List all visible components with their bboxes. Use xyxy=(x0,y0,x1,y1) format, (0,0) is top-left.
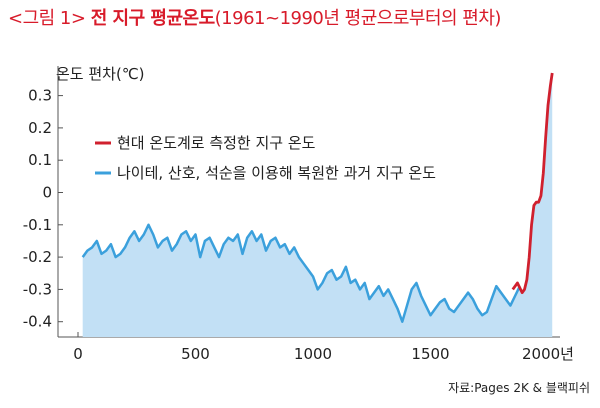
y-tick-label: 0.3 xyxy=(28,87,52,105)
legend-label: 나이테, 산호, 석순을 이용해 복원한 과거 지구 온도 xyxy=(117,164,436,182)
modern-line xyxy=(511,72,554,295)
x-tick-label: 500 xyxy=(181,345,210,363)
y-tick-label: -0.1 xyxy=(23,216,52,234)
figure-title: 전 지구 평균온도 xyxy=(90,8,215,29)
reconstruction-area xyxy=(82,72,553,338)
x-tick-label: 0 xyxy=(73,345,83,363)
x-tick-label: 2000년 xyxy=(522,345,574,363)
figure-subtitle: (1961~1990년 평균으로부터의 편차) xyxy=(214,8,502,29)
x-tick-label: 1500 xyxy=(411,345,449,363)
y-tick-label: -0.3 xyxy=(23,280,52,298)
figure-title-line: <그림 1> 전 지구 평균온도(1961~1990년 평균으로부터의 편차) xyxy=(8,4,501,30)
y-tick-label: 0.1 xyxy=(28,151,52,169)
y-axis-label: 온도 편차(℃) xyxy=(56,65,145,83)
y-tick-label: 0 xyxy=(42,184,52,202)
source-note: 자료:Pages 2K & 블랙피쉬 xyxy=(448,381,590,395)
y-tick-label: -0.4 xyxy=(23,313,52,331)
x-tick-label: 1000 xyxy=(294,345,332,363)
y-tick-label: -0.2 xyxy=(23,248,52,266)
reconstruction-line xyxy=(81,223,521,323)
figure-label: <그림 1> xyxy=(8,8,86,29)
legend-label: 현대 온도계로 측정한 지구 온도 xyxy=(117,134,316,152)
y-tick-label: 0.2 xyxy=(28,119,52,137)
